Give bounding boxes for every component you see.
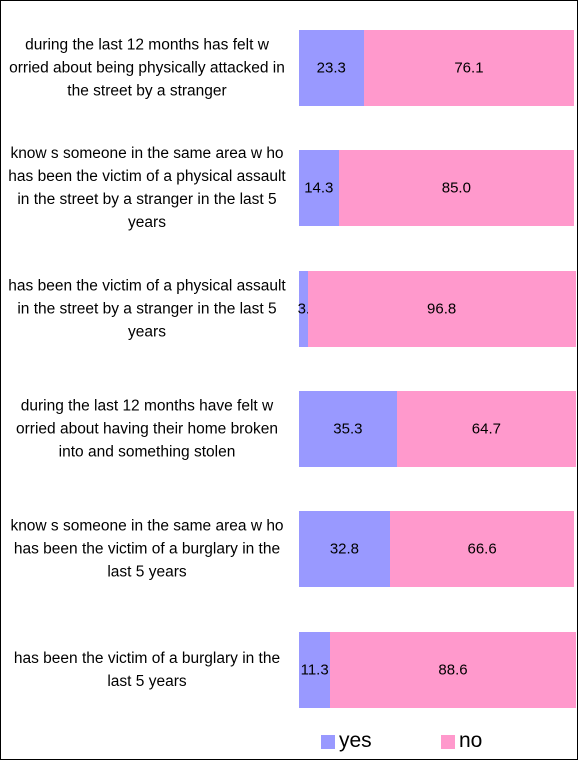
- bar-segment: [299, 150, 339, 227]
- category-label: during the last 12 months have felt w or…: [16, 397, 278, 461]
- value-label: 23.3: [316, 59, 346, 77]
- legend-swatch: [321, 735, 335, 749]
- bar-segment: [299, 631, 331, 708]
- value-label: 85.0: [441, 179, 471, 197]
- value-label: 11.3: [300, 661, 329, 678]
- category-label: has been the victim of a burglary in the…: [13, 649, 281, 690]
- bar-segment: [299, 390, 397, 467]
- value-label: 76.1: [454, 59, 484, 77]
- value-label: 14.3: [304, 179, 334, 197]
- bar-segment: [363, 30, 575, 106]
- value-label: 66.6: [467, 540, 497, 558]
- legend-label: yes: [339, 729, 372, 752]
- bar-segment: [299, 511, 390, 588]
- value-label: 35.3: [333, 420, 363, 438]
- bar-segment: [299, 270, 308, 347]
- bar-segment: [307, 270, 576, 347]
- category-label: has been the victim of a physical assaul…: [8, 277, 286, 341]
- value-label: 64.7: [471, 420, 501, 438]
- bar-segment: [299, 30, 364, 106]
- value-label: 88.6: [438, 661, 468, 678]
- category-label: know s someone in the same area w ho has…: [8, 145, 286, 232]
- bar-segment: [396, 390, 576, 467]
- bar-segment: [330, 631, 576, 708]
- bar-segment: [389, 511, 575, 588]
- value-label: 32.8: [329, 540, 360, 558]
- legend-swatch: [441, 735, 455, 749]
- value-label: 96.8: [427, 300, 457, 318]
- legend-label: no: [459, 729, 483, 752]
- category-label: during the last 12 months has felt w orr…: [9, 36, 285, 100]
- category-label: know s someone in the same area w ho has…: [10, 517, 284, 581]
- bar-segment: [338, 150, 575, 227]
